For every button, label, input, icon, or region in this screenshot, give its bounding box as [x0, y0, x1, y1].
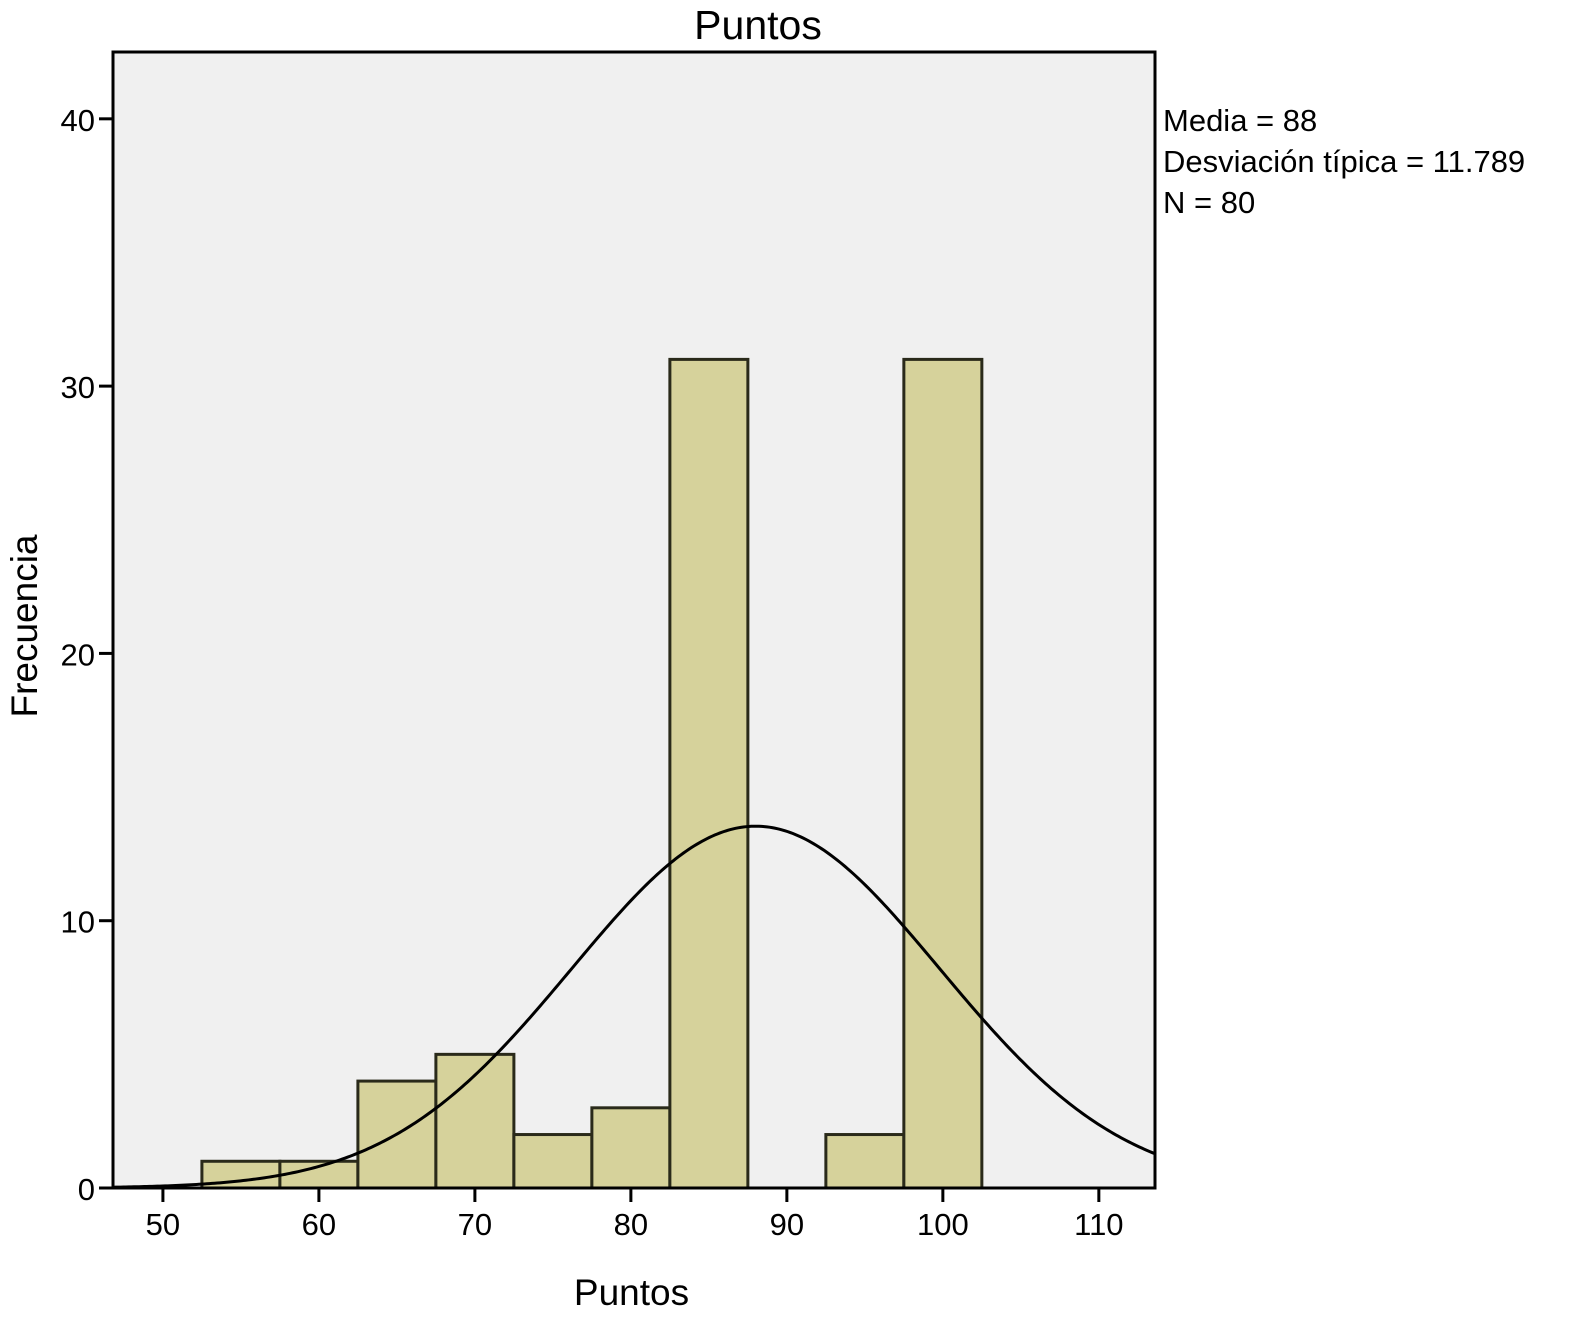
histogram-bar: [512, 1133, 594, 1190]
x-tick-label: 60: [302, 1207, 336, 1242]
y-tick-label: 30: [61, 370, 95, 405]
x-axis: 50 60 70 80 90 100 110: [146, 1188, 1124, 1242]
y-tick-label: 20: [61, 637, 95, 672]
x-tick-label: 100: [917, 1207, 969, 1242]
chart-title: Puntos: [694, 2, 822, 48]
plot-frame: [111, 50, 1157, 1190]
x-tick-label: 70: [458, 1207, 492, 1242]
stats-legend: Media = 88 Desviación típica = 11.789 N …: [1163, 100, 1525, 223]
y-axis: 0 10 20 30 40: [61, 103, 113, 1207]
histogram-bar: [824, 1133, 906, 1190]
y-tick-label: 10: [61, 905, 95, 940]
stats-sd: Desviación típica = 11.789: [1163, 144, 1526, 179]
x-tick-label: 110: [1074, 1207, 1123, 1242]
x-tick-label: 90: [770, 1207, 804, 1242]
histogram-bar: [668, 357, 750, 1190]
stats-mean: Media = 88: [1163, 103, 1318, 138]
y-tick-label: 40: [61, 103, 95, 138]
normal-curve: [112, 824, 1156, 1189]
y-axis-label: Frecuencia: [4, 534, 45, 718]
y-tick-label: 0: [78, 1172, 95, 1207]
histogram-bar: [590, 1106, 672, 1190]
x-tick-label: 80: [614, 1207, 648, 1242]
x-axis-label: Puntos: [573, 1272, 690, 1313]
x-tick-label: 50: [146, 1207, 180, 1242]
plot-area: [111, 50, 1157, 1190]
stats-n: N = 80: [1163, 185, 1256, 220]
histogram-bar: [902, 357, 984, 1190]
